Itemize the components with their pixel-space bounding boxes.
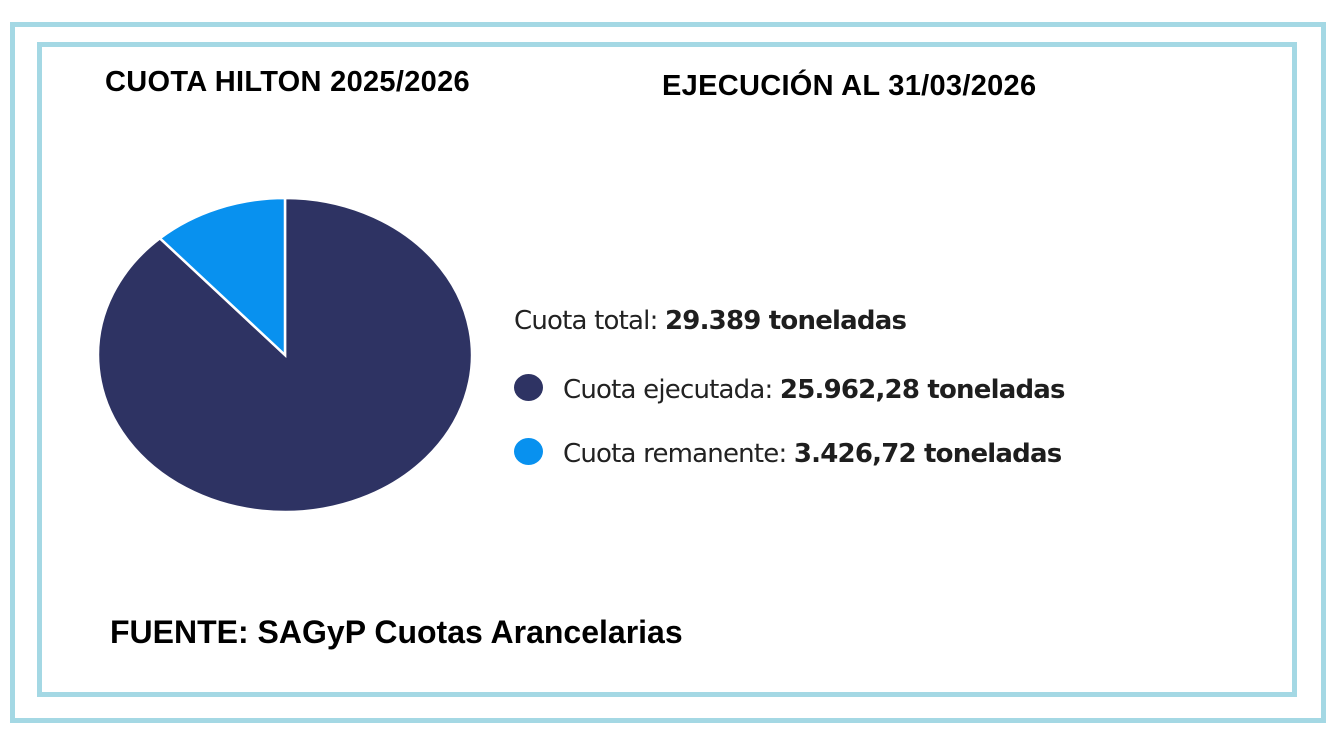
inner-border bbox=[37, 42, 1297, 697]
legend-value: 25.962,28 toneladas bbox=[779, 375, 1066, 405]
source-note: FUENTE: SAGyP Cuotas Arancelarias bbox=[110, 614, 683, 650]
outer-border bbox=[10, 22, 1326, 723]
legend-label: Cuota ejecutada: bbox=[563, 375, 773, 405]
legend-value: 3.426,72 toneladas bbox=[793, 439, 1062, 469]
legend-total: Cuota total: 29.389 toneladas bbox=[514, 306, 907, 336]
legend-label: Cuota remanente: bbox=[563, 439, 787, 469]
legend-total-label: Cuota total: bbox=[514, 306, 658, 336]
legend-swatch-ejecutada bbox=[514, 374, 543, 401]
pie-slice-remanente bbox=[157, 196, 287, 358]
legend-item-remanente: Cuota remanente: 3.426,72 toneladas bbox=[514, 438, 1062, 469]
legend-item-ejecutada: Cuota ejecutada: 25.962,28 toneladas bbox=[514, 374, 1066, 405]
chart-title: CUOTA HILTON 2025/2026 bbox=[105, 66, 470, 98]
legend-swatch-remanente bbox=[514, 438, 543, 465]
chart-subtitle: EJECUCIÓN AL 31/03/2026 bbox=[662, 70, 1037, 102]
legend-total-value: 29.389 toneladas bbox=[665, 306, 907, 336]
